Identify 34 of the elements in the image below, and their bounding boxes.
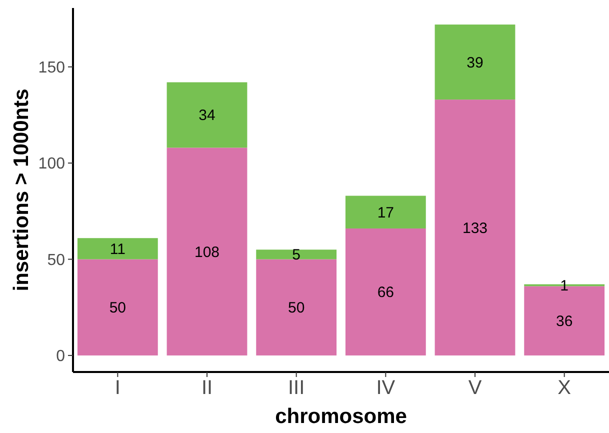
x-tick-label: III (288, 377, 305, 399)
y-tick-label: 0 (56, 348, 66, 366)
y-tick-label: 100 (38, 156, 66, 173)
data-label: 66 (377, 284, 394, 302)
data-label: 133 (462, 220, 488, 237)
data-label: 39 (466, 54, 484, 72)
data-label: 17 (377, 204, 394, 222)
y-tick-label: 50 (47, 252, 66, 269)
x-axis-title: chromosome (275, 405, 407, 428)
bar (166, 82, 248, 148)
x-tick-label: II (201, 377, 213, 399)
x-tick-label: I (114, 377, 120, 399)
x-tick-label: IV (376, 377, 396, 399)
bar (345, 228, 426, 356)
bar (166, 148, 248, 356)
bar (77, 238, 158, 260)
bar (256, 259, 337, 356)
x-tick-label: X (558, 377, 572, 399)
data-label: 1 (560, 277, 569, 294)
bar (256, 250, 337, 260)
data-label: 50 (288, 300, 305, 317)
x-tick-label: V (468, 377, 482, 399)
data-label: 50 (109, 300, 126, 317)
y-axis-title: insertions > 1000nts (10, 88, 33, 292)
bar (345, 196, 426, 228)
data-label: 11 (110, 240, 126, 258)
data-label: 108 (194, 244, 220, 261)
data-label: 36 (556, 313, 573, 330)
data-label: 34 (198, 107, 216, 124)
bar (434, 24, 516, 100)
bar (77, 259, 158, 356)
data-label: 5 (292, 246, 301, 264)
y-tick-label: 150 (38, 59, 66, 76)
bar (434, 100, 516, 356)
